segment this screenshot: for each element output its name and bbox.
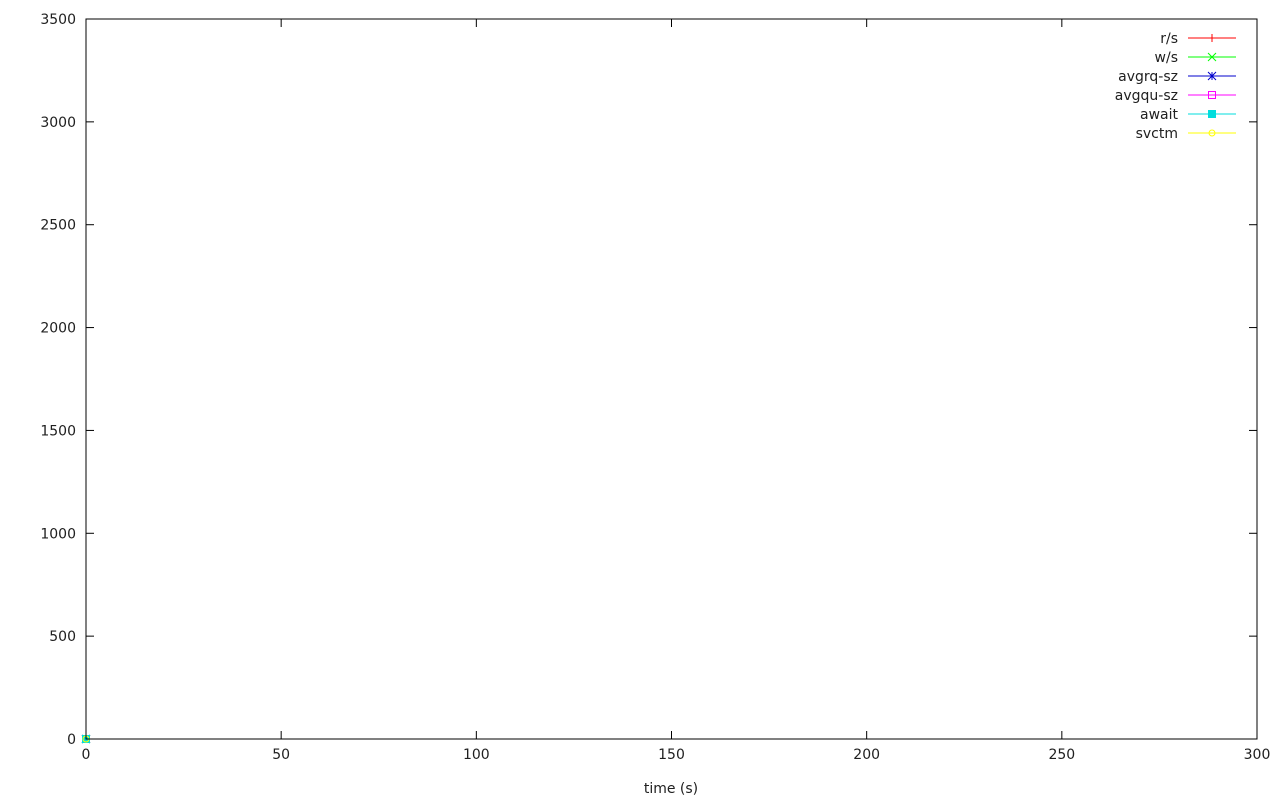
legend-marker <box>1207 52 1217 62</box>
legend-item: avgqu-sz <box>1115 88 1236 104</box>
legend-item: w/s <box>1155 50 1236 66</box>
legend-marker <box>1207 71 1217 81</box>
legend-item: await <box>1140 107 1236 123</box>
x-tick-label: 50 <box>272 747 290 763</box>
legend-item: r/s <box>1160 31 1236 47</box>
legend-label: w/s <box>1155 50 1178 66</box>
x-tick-label: 100 <box>463 747 490 763</box>
legend-marker <box>1208 34 1216 42</box>
x-tick-label: 150 <box>658 747 685 763</box>
x-tick-label: 200 <box>853 747 880 763</box>
y-tick-label: 500 <box>49 629 76 645</box>
axes: 0 50 100 150 200 250 3000500100015002000250030… <box>40 12 1270 763</box>
y-tick-label: 1000 <box>40 526 76 542</box>
legend-label: avgrq-sz <box>1118 69 1178 85</box>
y-tick-label: 3000 <box>40 115 76 131</box>
y-tick-label: 1500 <box>40 423 76 439</box>
x-tick-label: 250 <box>1048 747 1075 763</box>
y-tick-label: 0 <box>67 732 76 748</box>
legend-label: r/s <box>1160 31 1178 47</box>
x-tick-label: 300 <box>1244 747 1271 763</box>
legend-marker <box>1208 129 1216 137</box>
legend: r/s w/s avgrq-sz avgqu-sz await svctm <box>1115 31 1236 142</box>
legend-item: avgrq-sz <box>1118 69 1236 85</box>
legend-marker <box>1208 91 1216 99</box>
x-tick-label: 0 <box>82 747 91 763</box>
plot-frame <box>85 18 1258 740</box>
legend-item: svctm <box>1136 126 1236 142</box>
y-tick-label: 3500 <box>40 12 76 28</box>
y-tick-label: 2000 <box>40 321 76 337</box>
legend-label: svctm <box>1136 126 1178 142</box>
x-axis-label: time (s) <box>644 781 698 797</box>
legend-label: avgqu-sz <box>1115 88 1178 104</box>
y-tick-label: 2500 <box>40 218 76 234</box>
legend-label: await <box>1140 107 1178 123</box>
legend-marker <box>1208 110 1216 118</box>
